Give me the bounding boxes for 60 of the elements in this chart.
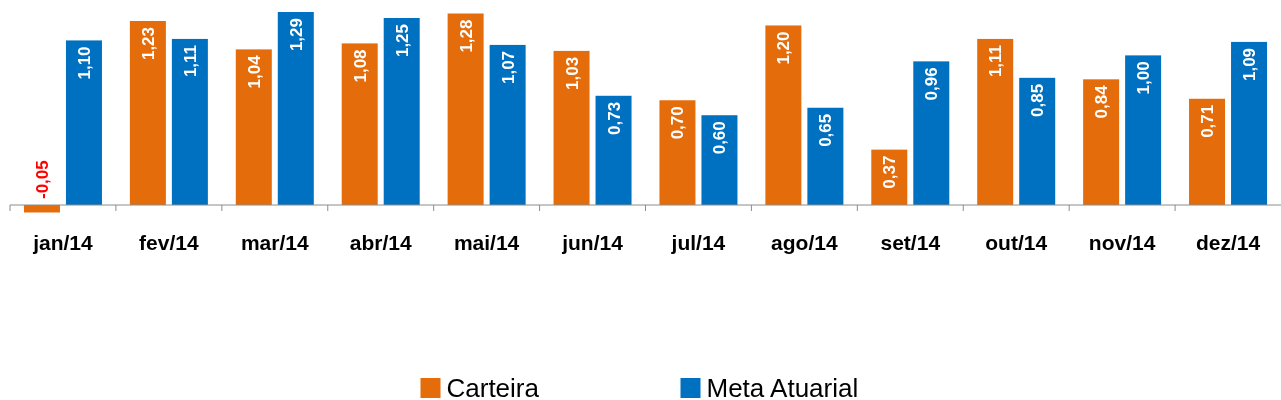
data-label: 1,11 — [986, 44, 1006, 78]
bar — [977, 38, 1014, 205]
data-label: 1,09 — [1240, 47, 1260, 82]
x-tick-label: jun/14 — [561, 231, 624, 254]
data-label: 1,25 — [392, 23, 412, 58]
data-label: 1,08 — [350, 49, 370, 83]
bar — [1189, 98, 1226, 205]
data-label: 0,84 — [1092, 84, 1112, 119]
x-tick-label: jan/14 — [32, 231, 94, 254]
bar — [171, 38, 208, 205]
data-label: 0,96 — [922, 67, 942, 101]
bar — [1019, 77, 1056, 205]
bar — [65, 40, 102, 205]
x-tick-label: set/14 — [880, 231, 941, 254]
bar — [701, 115, 738, 205]
data-label: 1,29 — [286, 18, 306, 52]
data-label: 1,28 — [456, 19, 476, 53]
data-label: 0,37 — [880, 155, 900, 189]
x-tick-label: dez/14 — [1195, 231, 1261, 254]
bar — [595, 95, 632, 205]
bar — [235, 49, 272, 205]
x-tick-label: nov/14 — [1088, 231, 1156, 254]
bar — [765, 25, 802, 205]
bar — [807, 107, 844, 205]
bar — [1231, 41, 1268, 205]
x-tick-label: fev/14 — [139, 231, 199, 254]
data-label: 0,60 — [710, 121, 730, 155]
x-tick-label: mar/14 — [240, 231, 309, 254]
data-label: 1,04 — [244, 54, 264, 89]
data-label: 1,23 — [138, 26, 158, 61]
x-tick-label: abr/14 — [349, 231, 412, 254]
data-label: 1,03 — [562, 56, 582, 90]
data-label: 1,20 — [774, 31, 794, 65]
legend-label: Carteira — [446, 373, 540, 400]
data-label: 1,11 — [180, 44, 200, 78]
data-label: 0,73 — [604, 101, 624, 135]
data-label: 1,00 — [1134, 61, 1154, 95]
bar — [277, 12, 314, 205]
x-tick-label: out/14 — [985, 231, 1048, 254]
data-label: 1,10 — [74, 46, 94, 80]
x-tick-label: mai/14 — [453, 231, 520, 254]
data-label: 0,65 — [816, 113, 836, 147]
legend-label: Meta Atuarial — [706, 373, 859, 400]
data-label: 0,71 — [1198, 104, 1218, 138]
data-label: -0,05 — [32, 160, 52, 199]
data-label: 0,70 — [668, 106, 688, 140]
bar — [1083, 79, 1120, 205]
bar — [129, 20, 166, 205]
bar — [1125, 55, 1162, 205]
bar — [447, 13, 484, 205]
bar — [341, 43, 378, 205]
bar — [553, 50, 590, 205]
bar — [489, 44, 526, 205]
x-tick-label: ago/14 — [771, 231, 838, 254]
x-tick-label: jul/14 — [670, 231, 726, 254]
bar — [659, 100, 696, 205]
data-label: 1,07 — [498, 50, 518, 85]
bar — [913, 61, 950, 205]
bar — [383, 17, 420, 205]
data-label: 0,85 — [1028, 83, 1048, 117]
